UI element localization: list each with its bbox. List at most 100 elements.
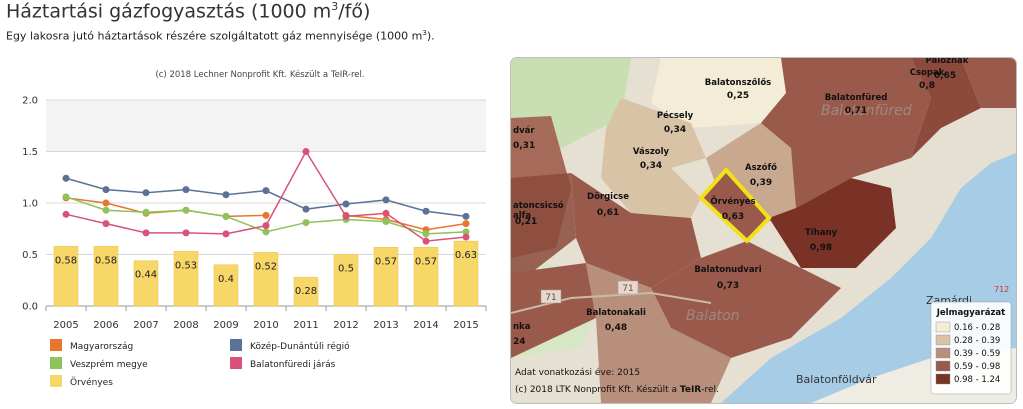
bar-orvenyes[interactable]	[413, 247, 439, 307]
map-legend-swatch	[935, 334, 951, 346]
area-balatonakali	[586, 263, 731, 403]
y-tick-label: 0.0	[22, 302, 38, 313]
point-k-z-p-dun-nt-li-r-gi-[interactable]	[62, 174, 70, 182]
consumption-chart: (c) 2018 Lechner Nonprofit Kft. Készült …	[22, 69, 487, 388]
point-balatonf-redi-j-r-s[interactable]	[222, 230, 230, 238]
point-veszpr-m-megye[interactable]	[102, 206, 110, 214]
point-balatonf-redi-j-r-s[interactable]	[302, 148, 310, 155]
bar-orvenyes[interactable]	[333, 254, 359, 307]
point-veszpr-m-megye[interactable]	[262, 228, 270, 236]
value-paloznak: 0,65	[934, 71, 956, 81]
road-number-3: 712	[994, 285, 1009, 294]
x-tick-label: 2015	[453, 320, 478, 331]
bar-orvenyes[interactable]	[133, 260, 159, 307]
bar-value-label: 0.4	[218, 274, 234, 285]
y-tick-label: 0.5	[22, 250, 38, 261]
bar-value-label: 0.28	[295, 286, 317, 297]
point-k-z-p-dun-nt-li-r-gi-[interactable]	[262, 187, 270, 195]
point-magyarorsz-g[interactable]	[262, 211, 270, 219]
bar-value-label: 0.63	[455, 250, 477, 261]
point-k-z-p-dun-nt-li-r-gi-[interactable]	[222, 191, 230, 199]
point-veszpr-m-megye[interactable]	[462, 228, 470, 236]
page-title: Háztartási gázfogyasztás (1000 m3/fő)	[6, 0, 371, 23]
bar-orvenyes[interactable]	[253, 252, 279, 307]
road-badge-1	[540, 289, 562, 304]
point-k-z-p-dun-nt-li-r-gi-[interactable]	[462, 212, 470, 220]
map-legend-swatch	[935, 373, 951, 385]
map-legend-label: 0.98 - 1.24	[954, 375, 1000, 385]
legend-label: Örvényes	[70, 377, 113, 388]
x-tick-label: 2009	[213, 320, 238, 331]
legend-label: Közép-Dunántúli régió	[250, 341, 350, 352]
point-k-z-p-dun-nt-li-r-gi-[interactable]	[422, 207, 430, 215]
point-magyarorsz-g[interactable]	[102, 199, 110, 207]
bar-value-label: 0.44	[135, 270, 157, 281]
legend-swatch	[50, 339, 62, 351]
point-balatonf-redi-j-r-s[interactable]	[142, 229, 150, 237]
point-k-z-p-dun-nt-li-r-gi-[interactable]	[182, 186, 190, 194]
x-tick-label: 2007	[133, 320, 158, 331]
point-balatonf-redi-j-r-s[interactable]	[262, 222, 270, 230]
point-k-z-p-dun-nt-li-r-gi-[interactable]	[142, 189, 150, 197]
bar-orvenyes[interactable]	[213, 264, 239, 307]
bg-text-balaton: Balaton	[686, 308, 740, 324]
label-balatonudvari: Balatonudvari	[694, 265, 761, 275]
map-panel[interactable]: Balatonfüred Balaton Zamárdi Balatonföld…	[510, 57, 1017, 404]
value-vaszoly: 0,34	[640, 161, 662, 171]
value-tihany: 0,98	[810, 243, 832, 253]
partial-label-1: dvár	[513, 126, 535, 136]
x-tick-label: 2011	[293, 320, 318, 331]
point-balatonf-redi-j-r-s[interactable]	[382, 209, 390, 217]
map-legend-title: Jelmagyarázat	[936, 308, 1005, 318]
x-tick-label: 2005	[53, 320, 78, 331]
bar-value-label: 0.57	[415, 256, 437, 267]
area-csopak	[911, 58, 981, 158]
point-k-z-p-dun-nt-li-r-gi-[interactable]	[342, 200, 350, 208]
point-balatonf-redi-j-r-s[interactable]	[62, 210, 70, 218]
map-legend-label: 0.39 - 0.59	[954, 349, 1000, 359]
value-balatonudvari: 0,73	[717, 281, 739, 291]
label-balatonakali: Balatonakali	[586, 308, 646, 318]
map-legend: Jelmagyarázat 0.16 - 0.28 0.28 - 0.39 0.39…	[930, 301, 1012, 395]
road-main	[511, 291, 712, 314]
label-vaszoly: Vászoly	[633, 147, 670, 157]
point-veszpr-m-megye[interactable]	[302, 219, 310, 227]
point-veszpr-m-megye[interactable]	[382, 218, 390, 226]
bar-orvenyes[interactable]	[293, 276, 319, 307]
point-magyarorsz-g[interactable]	[462, 220, 470, 228]
point-balatonf-redi-j-r-s[interactable]	[182, 229, 190, 237]
point-veszpr-m-megye[interactable]	[62, 193, 70, 201]
choropleth-map[interactable]: Balatonfüred Balaton Zamárdi Balatonföld…	[511, 58, 1016, 403]
value-balatonfured: 0,71	[845, 106, 867, 116]
bar-orvenyes[interactable]	[373, 247, 399, 307]
point-k-z-p-dun-nt-li-r-gi-[interactable]	[382, 196, 390, 204]
map-legend-swatch	[935, 347, 951, 359]
point-balatonf-redi-j-r-s[interactable]	[462, 233, 470, 241]
legend-label: Balatonfüredi járás	[250, 360, 336, 370]
label-tihany: Tihany	[805, 228, 838, 238]
page-subtitle: Egy lakosra jutó háztartások részére szo…	[6, 29, 435, 43]
value-aszofo: 0,39	[750, 178, 772, 188]
point-veszpr-m-megye[interactable]	[422, 230, 430, 238]
bar-value-label: 0.58	[55, 255, 77, 266]
point-k-z-p-dun-nt-li-r-gi-[interactable]	[102, 186, 110, 194]
area-dorgicse	[571, 173, 701, 288]
legend-swatch	[230, 339, 242, 351]
x-tick-label: 2012	[333, 320, 358, 331]
point-balatonf-redi-j-r-s[interactable]	[342, 212, 350, 220]
bar-value-label: 0.57	[375, 256, 397, 267]
point-balatonf-redi-j-r-s[interactable]	[422, 237, 430, 245]
bar-orvenyes[interactable]	[173, 251, 199, 307]
bar-orvenyes[interactable]	[93, 246, 119, 307]
area-balatonudvari	[651, 241, 841, 358]
point-veszpr-m-megye[interactable]	[182, 206, 190, 214]
partial-label-5: 0,21	[515, 217, 537, 227]
value-orvenyes: 0,63	[722, 212, 744, 222]
bar-orvenyes[interactable]	[453, 240, 479, 307]
point-k-z-p-dun-nt-li-r-gi-[interactable]	[302, 205, 310, 213]
point-balatonf-redi-j-r-s[interactable]	[102, 220, 110, 228]
partial-label-2: 0,31	[513, 141, 535, 151]
bar-orvenyes[interactable]	[53, 246, 79, 307]
point-veszpr-m-megye[interactable]	[142, 208, 150, 216]
point-veszpr-m-megye[interactable]	[222, 212, 230, 220]
